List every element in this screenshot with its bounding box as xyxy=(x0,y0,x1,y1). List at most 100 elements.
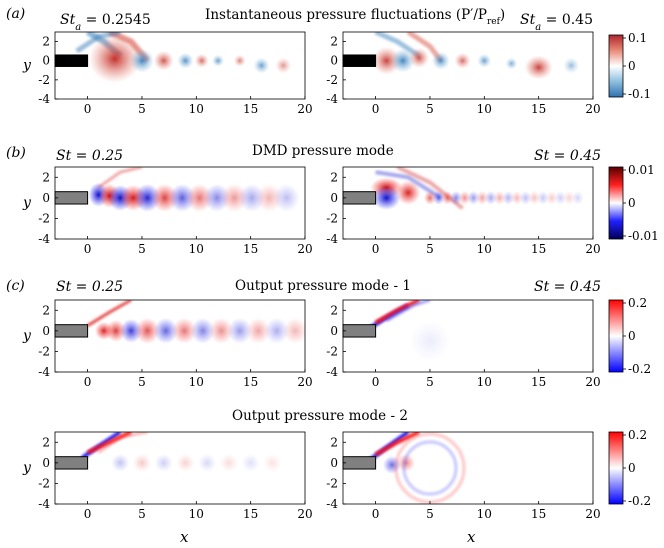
st-label-b-left: St = 0.25 xyxy=(56,148,123,164)
x-tick-label: 5 xyxy=(138,242,146,256)
field-layer xyxy=(81,432,282,472)
x-tick-label: 15 xyxy=(531,102,546,116)
y-tick-label: -4 xyxy=(38,497,50,511)
st-label-c-left: St = 0.25 xyxy=(56,279,123,295)
nozzle-body xyxy=(342,191,377,205)
x-tick-label: 5 xyxy=(138,375,146,389)
row-title-c2: Output pressure mode - 2 xyxy=(232,408,408,424)
nozzle-body xyxy=(342,324,377,338)
wavefront xyxy=(374,432,420,457)
x-tick-label: 5 xyxy=(426,242,434,256)
wavefront xyxy=(86,300,132,327)
field-blob xyxy=(450,190,463,205)
x-tick-label: 15 xyxy=(243,375,258,389)
colorbar-tick-label: 0 xyxy=(628,59,636,73)
y-tick-label: 0 xyxy=(42,191,50,205)
y-tick-label: 0 xyxy=(330,191,338,205)
field-blob xyxy=(273,183,300,212)
row-title-b: DMD pressure mode xyxy=(252,143,394,159)
field-layer xyxy=(370,167,584,210)
field-blob xyxy=(153,317,178,344)
colorbar-tick-label: 0 xyxy=(628,329,636,343)
field-blob xyxy=(264,317,289,344)
wavefront xyxy=(75,32,121,54)
y-tick-label: -4 xyxy=(38,92,50,106)
field-blob xyxy=(409,47,430,68)
x-tick-label: 0 xyxy=(372,102,380,116)
y-tick-label: -4 xyxy=(326,232,338,246)
field-blob xyxy=(441,190,454,205)
field-blob xyxy=(519,190,532,205)
y-tick-label: -2 xyxy=(326,476,338,490)
field-blob xyxy=(563,57,580,74)
y-tick-label: -2 xyxy=(38,73,50,87)
y-tick-label: -2 xyxy=(326,344,338,358)
field-blob xyxy=(105,319,126,342)
x-tick-label: 0 xyxy=(84,242,92,256)
field-blob xyxy=(397,453,416,472)
field-blob xyxy=(423,190,436,205)
x-tick-label: 5 xyxy=(426,375,434,389)
x-tick-label: 5 xyxy=(138,102,146,116)
field-blob xyxy=(563,190,576,205)
field-blob xyxy=(135,317,160,344)
plot-frame xyxy=(342,166,594,240)
plot-frame xyxy=(54,431,306,505)
field-blob xyxy=(176,453,195,472)
field-blob xyxy=(458,190,471,205)
x-tick-label: 20 xyxy=(585,507,600,521)
y-tick-label: -2 xyxy=(326,211,338,225)
y-tick-label: 2 xyxy=(42,435,50,449)
plot-frame xyxy=(54,31,306,100)
x-tick-label: 20 xyxy=(585,242,600,256)
field-blob xyxy=(275,57,292,74)
x-tick-label: 10 xyxy=(189,102,204,116)
x-tick-label: 10 xyxy=(477,102,492,116)
x-tick-label: 15 xyxy=(243,102,258,116)
field-blob xyxy=(172,317,197,344)
colorbar-c2: 0.2 0 -0.2 xyxy=(608,428,651,508)
field-blob xyxy=(505,57,518,70)
field-blob xyxy=(111,453,130,472)
field-blob xyxy=(493,190,506,205)
y-tick-label: -2 xyxy=(38,344,50,358)
y-tick-label: 2 xyxy=(42,170,50,184)
field-blob xyxy=(477,53,492,68)
y-tick-label: 0 xyxy=(330,456,338,470)
plot-frame xyxy=(54,299,306,373)
y-tick-label: -2 xyxy=(326,73,338,87)
field-blob xyxy=(153,50,174,71)
y-tick-label: 0 xyxy=(42,456,50,470)
field-blob xyxy=(120,318,143,343)
y-tick-label: 2 xyxy=(42,35,50,49)
colorbar-tick-label: -0.2 xyxy=(628,362,651,376)
field-blob xyxy=(537,190,549,205)
field-blob xyxy=(233,54,246,67)
x-tick-label: 0 xyxy=(84,102,92,116)
field-blob xyxy=(253,57,270,74)
nozzle-body xyxy=(342,54,377,67)
y-tick-label: 0 xyxy=(42,54,50,68)
colorbar-tick-label: -0.1 xyxy=(628,87,651,101)
colorbar-gradient xyxy=(608,299,624,373)
x-axis-label-right: x xyxy=(467,528,476,546)
y-tick-label: 2 xyxy=(42,303,50,317)
x-tick-label: 5 xyxy=(138,507,146,521)
x-tick-label: 15 xyxy=(243,507,258,521)
x-tick-label: 15 xyxy=(243,242,258,256)
field-blob xyxy=(283,317,305,344)
row-title-a: Instantaneous pressure fluctuations (P′/… xyxy=(205,7,505,27)
x-tick-label: 0 xyxy=(372,507,380,521)
x-axis-label-left: x xyxy=(180,528,189,546)
wavefront xyxy=(402,440,458,496)
field-blob xyxy=(212,54,225,67)
nozzle-body xyxy=(342,456,377,470)
field-blob xyxy=(476,190,489,205)
field-blob xyxy=(209,317,234,344)
